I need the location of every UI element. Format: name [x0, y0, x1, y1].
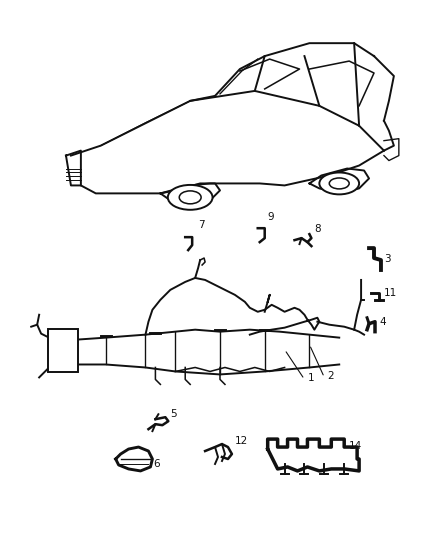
Ellipse shape — [319, 173, 359, 195]
Text: 14: 14 — [349, 441, 362, 451]
Text: 8: 8 — [314, 224, 321, 234]
Ellipse shape — [329, 178, 349, 189]
Ellipse shape — [179, 191, 201, 204]
Text: 11: 11 — [384, 288, 397, 298]
FancyBboxPatch shape — [48, 329, 78, 373]
Text: 5: 5 — [170, 409, 177, 419]
Text: 2: 2 — [327, 372, 334, 382]
Text: 3: 3 — [384, 254, 391, 264]
Text: 12: 12 — [235, 436, 248, 446]
Text: 4: 4 — [379, 317, 385, 327]
Ellipse shape — [168, 185, 212, 210]
Text: 1: 1 — [307, 374, 314, 383]
Text: 6: 6 — [153, 459, 160, 469]
Text: 7: 7 — [198, 220, 205, 230]
Text: 9: 9 — [268, 212, 274, 222]
